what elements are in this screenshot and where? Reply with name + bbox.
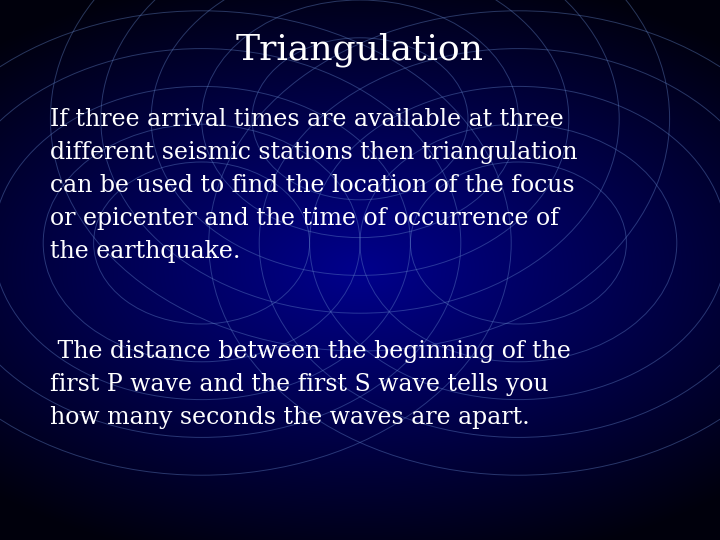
Text: The distance between the beginning of the
first P wave and the first S wave tell: The distance between the beginning of th… bbox=[50, 340, 571, 429]
Text: Triangulation: Triangulation bbox=[236, 32, 484, 67]
Text: If three arrival times are available at three
different seismic stations then tr: If three arrival times are available at … bbox=[50, 108, 578, 262]
